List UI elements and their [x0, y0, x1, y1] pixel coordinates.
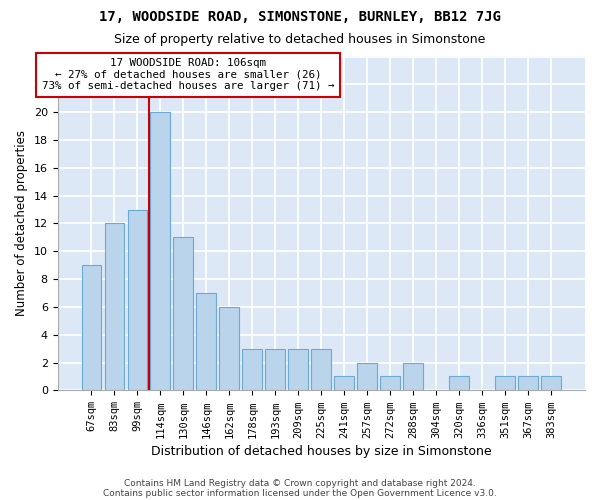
Text: 17, WOODSIDE ROAD, SIMONSTONE, BURNLEY, BB12 7JG: 17, WOODSIDE ROAD, SIMONSTONE, BURNLEY, … — [99, 10, 501, 24]
Text: Size of property relative to detached houses in Simonstone: Size of property relative to detached ho… — [115, 32, 485, 46]
Bar — [496, 376, 515, 390]
Bar — [265, 348, 285, 391]
Bar — [173, 238, 193, 390]
Bar — [541, 376, 561, 390]
Bar — [128, 210, 147, 390]
Bar — [220, 307, 239, 390]
Bar — [289, 348, 308, 391]
Bar — [380, 376, 400, 390]
Y-axis label: Number of detached properties: Number of detached properties — [15, 130, 28, 316]
Bar — [449, 376, 469, 390]
Bar — [196, 293, 216, 390]
Bar — [311, 348, 331, 391]
Text: 17 WOODSIDE ROAD: 106sqm
← 27% of detached houses are smaller (26)
73% of semi-d: 17 WOODSIDE ROAD: 106sqm ← 27% of detach… — [41, 58, 334, 91]
Bar — [82, 265, 101, 390]
Text: Contains public sector information licensed under the Open Government Licence v3: Contains public sector information licen… — [103, 488, 497, 498]
Bar — [518, 376, 538, 390]
Bar — [403, 362, 423, 390]
Bar — [358, 362, 377, 390]
X-axis label: Distribution of detached houses by size in Simonstone: Distribution of detached houses by size … — [151, 444, 491, 458]
Bar — [151, 112, 170, 390]
Text: Contains HM Land Registry data © Crown copyright and database right 2024.: Contains HM Land Registry data © Crown c… — [124, 478, 476, 488]
Bar — [242, 348, 262, 391]
Bar — [104, 224, 124, 390]
Bar — [334, 376, 354, 390]
